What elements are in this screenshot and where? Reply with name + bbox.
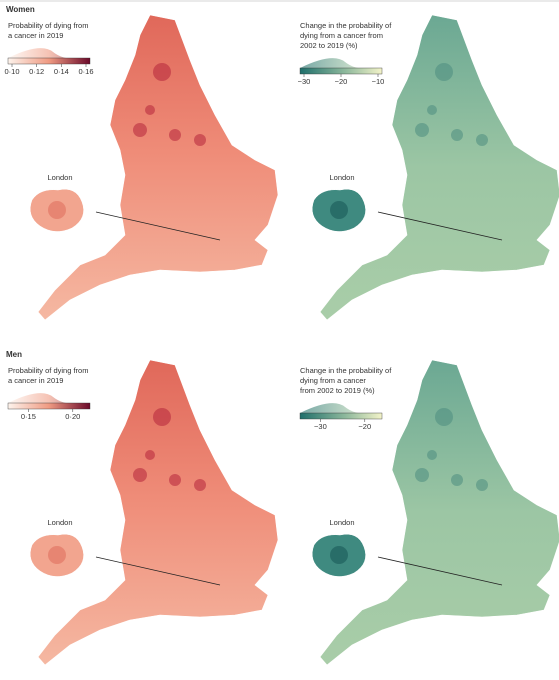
england-map: [319, 359, 559, 666]
section-title: Men: [6, 350, 22, 359]
legend-title: Probability of dying from: [8, 21, 88, 30]
legend-density: [300, 58, 382, 70]
region-patch: [476, 134, 488, 146]
region-patch: [451, 129, 463, 141]
legend-title: a cancer in 2019: [8, 31, 63, 40]
region-patch: [476, 479, 488, 491]
legend-tick-label: −20: [335, 77, 348, 86]
legend-title: a cancer in 2019: [8, 376, 63, 385]
inset-pointer: [377, 211, 503, 241]
legend-tick-label: 0·15: [21, 412, 36, 421]
legend-tick-label: 0·20: [65, 412, 80, 421]
region-patch: [451, 474, 463, 486]
legend-title: Probability of dying from: [8, 366, 88, 375]
legend-tick-label: −10: [372, 77, 385, 86]
legend-bar: [299, 412, 383, 420]
legend-density: [300, 403, 382, 415]
region-patch: [415, 123, 429, 137]
region-patch: [145, 450, 155, 460]
legend-title: dying from a cancer from: [300, 31, 383, 40]
legend-bar: [7, 57, 91, 65]
legend-bar: [299, 67, 383, 75]
legend-title: Change in the probability of: [300, 366, 392, 375]
england-map: [37, 359, 279, 666]
legend-bar: [7, 402, 91, 410]
legend-tick-label: −30: [314, 422, 327, 431]
region-patch: [427, 450, 437, 460]
legend-tick-label: −30: [298, 77, 311, 86]
region-patch: [194, 134, 206, 146]
legend-density: [8, 48, 90, 60]
legend-tick-label: 0·12: [29, 67, 44, 76]
london-core: [48, 201, 66, 219]
region-patch: [415, 468, 429, 482]
region-patch: [435, 408, 453, 426]
legend-tick-label: 0·16: [78, 67, 93, 76]
legend-title: from 2002 to 2019 (%): [300, 386, 375, 395]
region-patch: [194, 479, 206, 491]
legend-title: Change in the probability of: [300, 21, 392, 30]
inset-label: London: [329, 173, 354, 182]
inset-pointer: [95, 556, 221, 586]
region-patch: [169, 129, 181, 141]
london-core: [330, 546, 348, 564]
london-core: [330, 201, 348, 219]
region-patch: [153, 408, 171, 426]
london-core: [48, 546, 66, 564]
region-patch: [133, 468, 147, 482]
inset-label: London: [329, 518, 354, 527]
region-patch: [435, 63, 453, 81]
inset-pointer: [95, 211, 221, 241]
region-patch: [133, 123, 147, 137]
region-patch: [153, 63, 171, 81]
legend-density: [8, 393, 90, 405]
map-panel: London Change in the probability ofdying …: [299, 359, 559, 666]
legend-tick-label: 0·14: [54, 67, 69, 76]
legend-title: dying from a cancer: [300, 376, 366, 385]
section-title: Women: [6, 5, 35, 14]
legend-title: 2002 to 2019 (%): [300, 41, 358, 50]
legend-tick-label: −20: [358, 422, 371, 431]
england-map: [319, 14, 559, 321]
map-panel: London Change in the probability ofdying …: [298, 14, 559, 321]
inset-label: London: [47, 173, 72, 182]
region-patch: [145, 105, 155, 115]
region-patch: [169, 474, 181, 486]
region-patch: [427, 105, 437, 115]
legend-tick-label: 0·10: [4, 67, 19, 76]
inset-pointer: [377, 556, 503, 586]
inset-label: London: [47, 518, 72, 527]
england-map: [37, 14, 279, 321]
